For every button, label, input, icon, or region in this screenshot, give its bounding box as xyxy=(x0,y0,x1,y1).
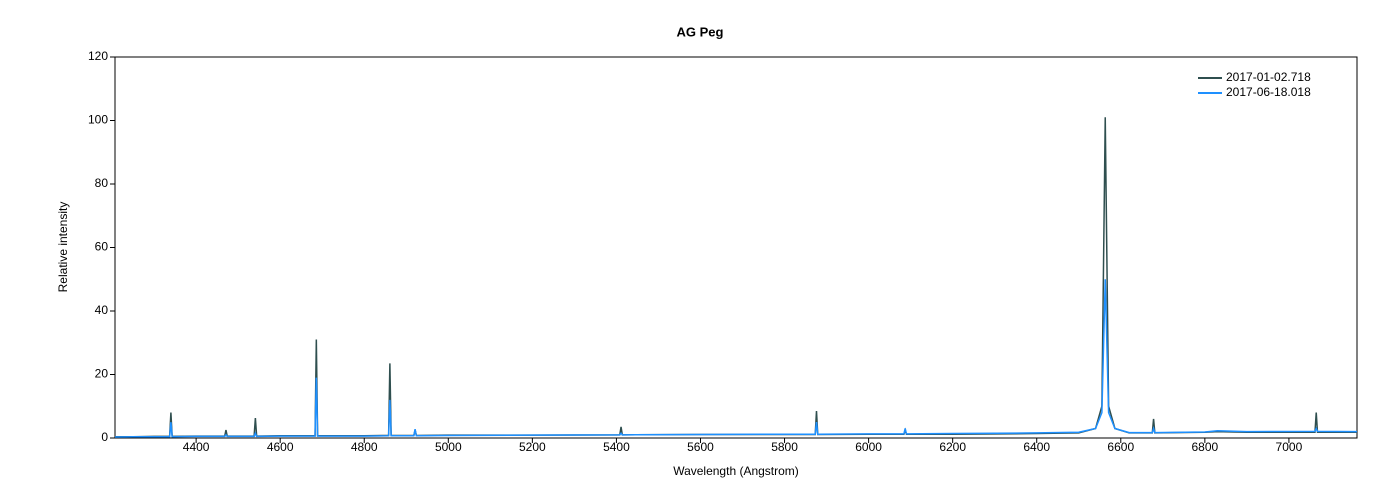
x-tick-label: 5800 xyxy=(771,440,798,454)
y-tick-label: 100 xyxy=(88,113,108,127)
y-tick-label: 40 xyxy=(95,303,109,317)
legend-label: 2017-06-18.018 xyxy=(1226,85,1311,99)
x-tick-label: 6600 xyxy=(1107,440,1134,454)
y-tick-label: 20 xyxy=(95,367,109,381)
spectrum-line xyxy=(115,117,1357,438)
x-tick-label: 5000 xyxy=(435,440,462,454)
spectrum-line xyxy=(114,279,1358,438)
x-tick-label: 5600 xyxy=(687,440,714,454)
x-tick-label: 6000 xyxy=(855,440,882,454)
x-tick-label: 6800 xyxy=(1191,440,1218,454)
plot-frame xyxy=(114,56,1358,439)
x-axis-label: Wavelength (Angstrom) xyxy=(673,464,799,478)
x-tick-label: 6200 xyxy=(939,440,966,454)
y-axis-label: Relative intensity xyxy=(56,202,70,293)
y-tick-label: 120 xyxy=(88,49,108,63)
x-tick-label: 4800 xyxy=(351,440,378,454)
x-tick-label: 5400 xyxy=(603,440,630,454)
x-tick-label: 4600 xyxy=(267,440,294,454)
x-tick-label: 5200 xyxy=(519,440,546,454)
legend-label: 2017-01-02.718 xyxy=(1226,70,1311,84)
y-tick-label: 80 xyxy=(95,176,109,190)
x-tick-label: 6400 xyxy=(1023,440,1050,454)
y-tick-label: 60 xyxy=(95,240,109,254)
x-tick-label: 4400 xyxy=(183,440,210,454)
x-tick-label: 7000 xyxy=(1276,440,1303,454)
y-tick-label: 0 xyxy=(101,430,108,444)
chart-title: AG Peg xyxy=(677,24,724,39)
